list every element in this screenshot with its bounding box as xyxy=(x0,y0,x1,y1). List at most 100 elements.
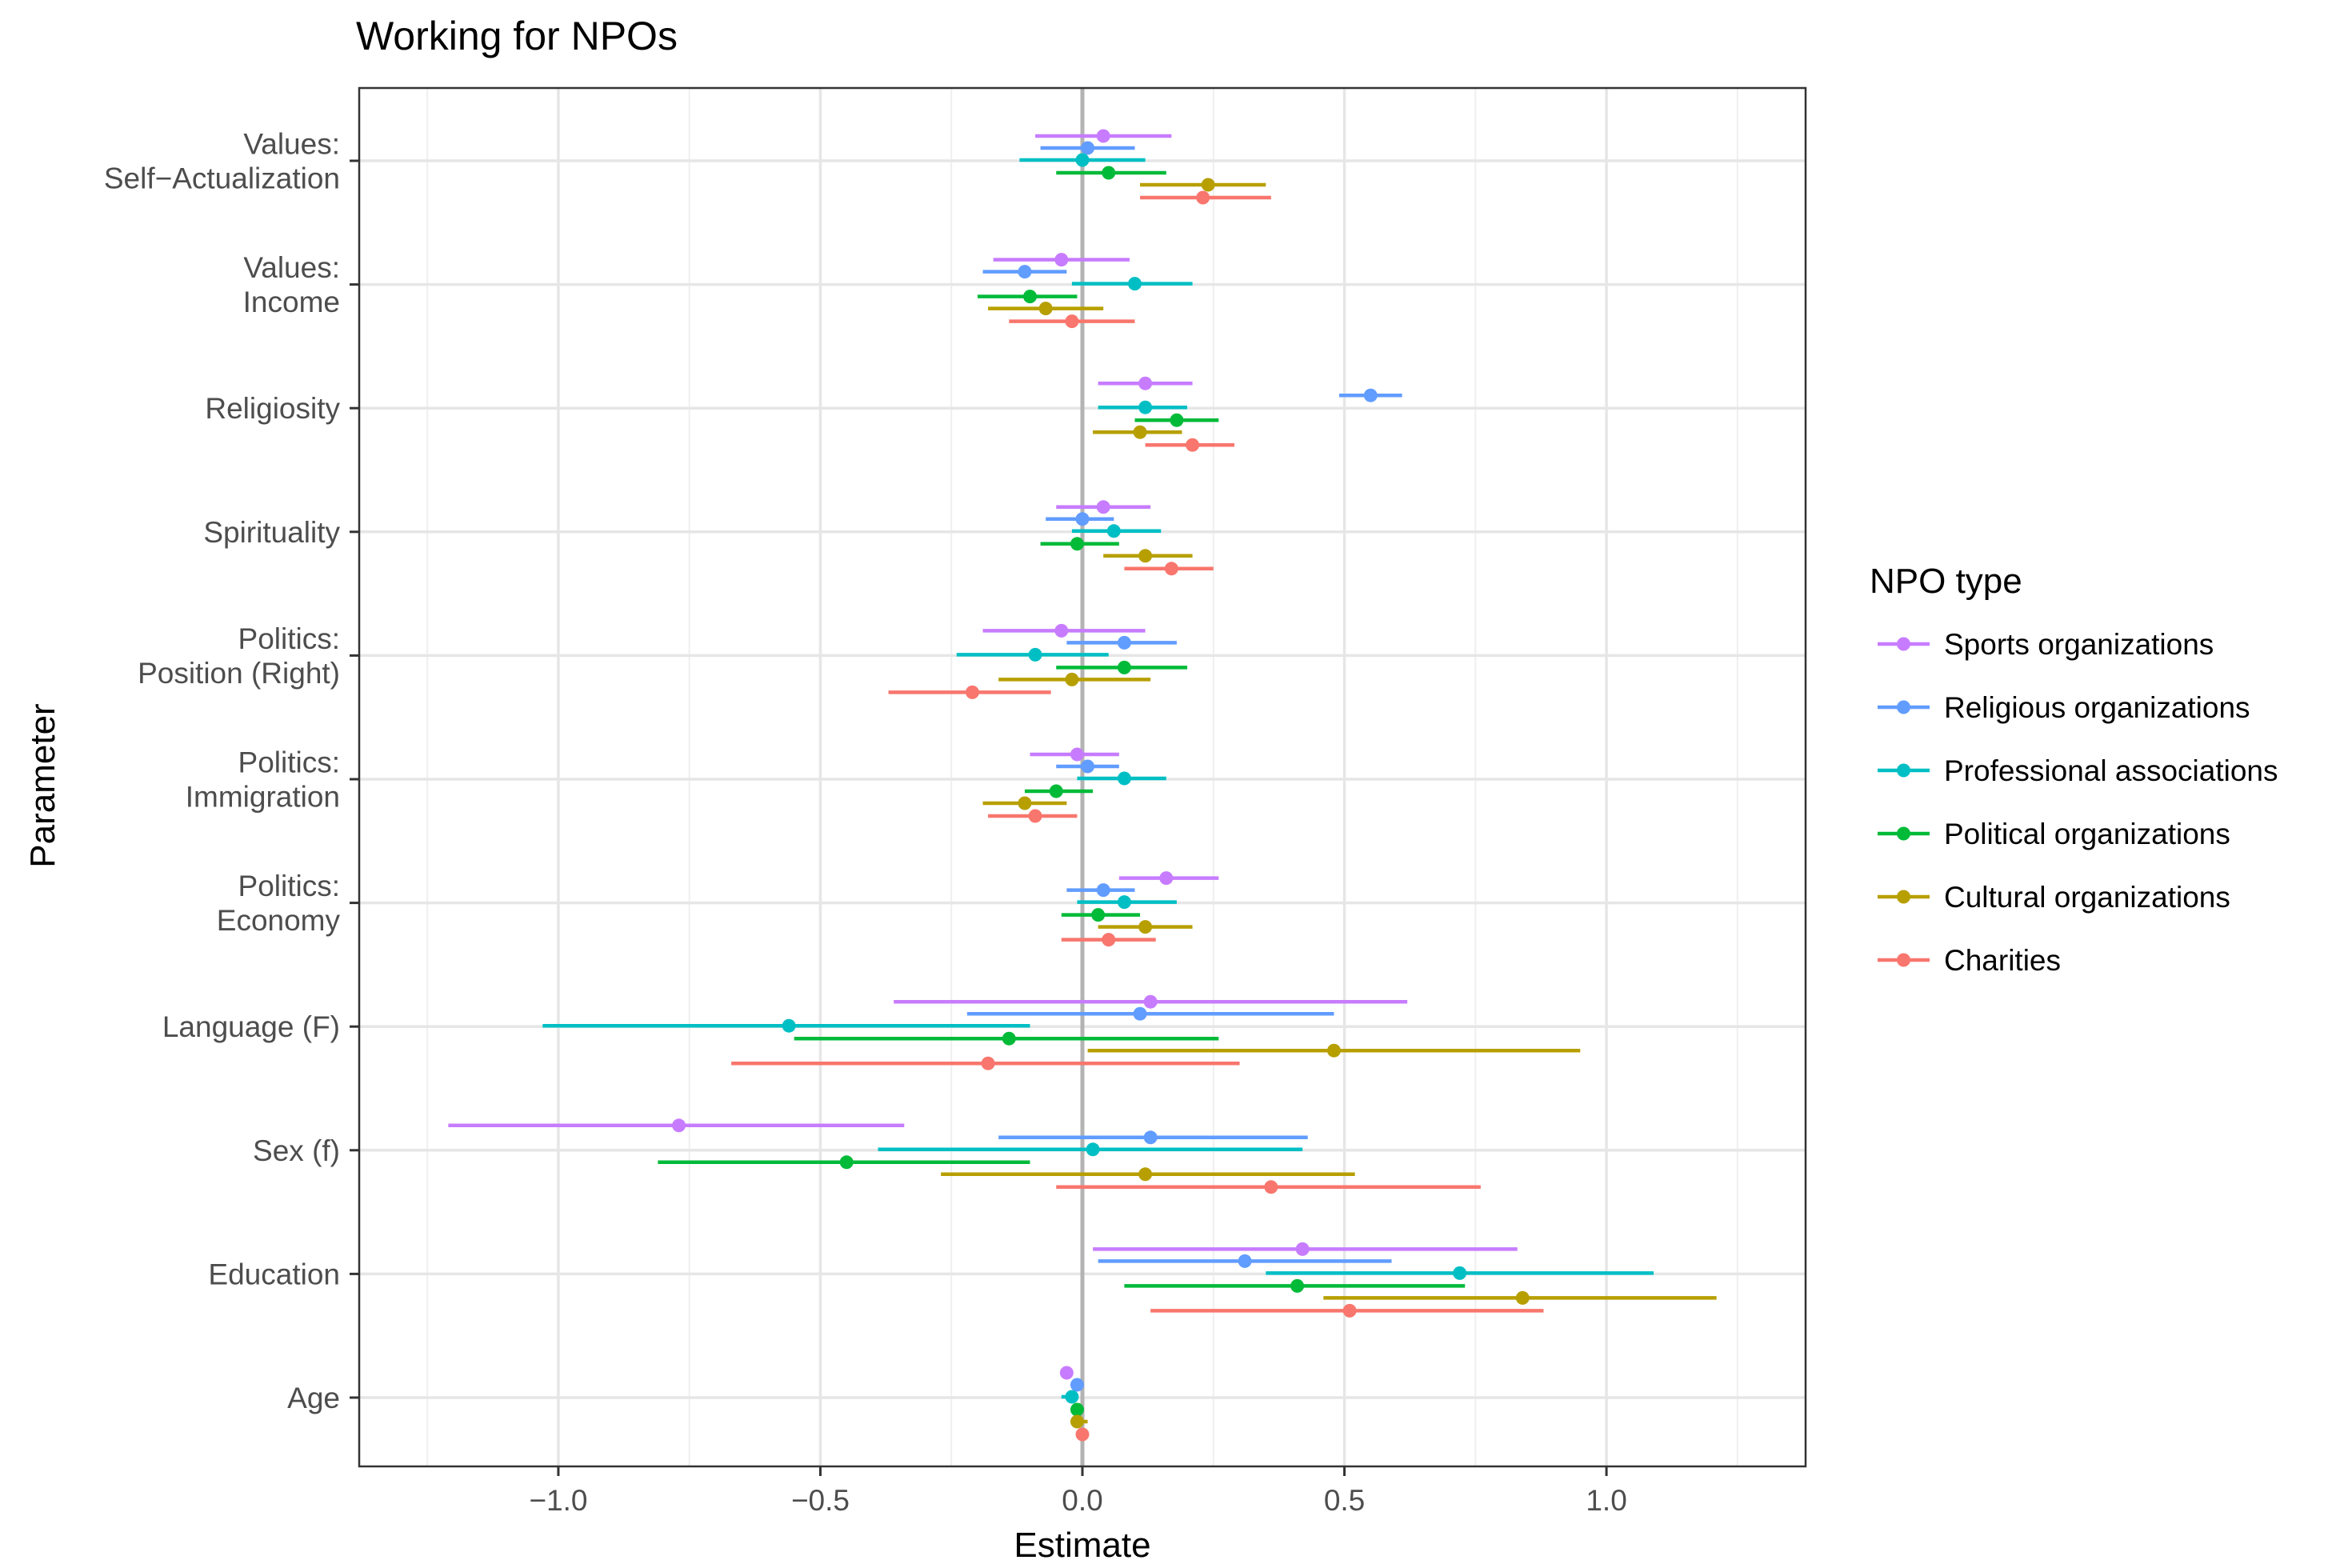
legend-item-cultural-organizations: Cultural organizations xyxy=(1878,881,2230,914)
point-estimate xyxy=(1054,623,1069,638)
point-estimate xyxy=(1133,1006,1147,1021)
point-estimate xyxy=(1117,660,1131,674)
point-estimate xyxy=(1186,438,1200,452)
point-estimate xyxy=(1143,994,1158,1009)
point-estimate xyxy=(1086,1142,1100,1157)
y-tick-label: Self−Actualization xyxy=(104,162,340,195)
point-estimate xyxy=(1117,895,1131,910)
legend-item-professional-associations: Professional associations xyxy=(1878,754,2278,787)
x-tick-label: −1.0 xyxy=(529,1484,587,1517)
point-estimate xyxy=(1081,759,1095,774)
y-tick-label: Education xyxy=(208,1258,340,1290)
legend-key-point xyxy=(1897,826,1910,841)
point-estimate xyxy=(1133,425,1147,439)
legend-key-point xyxy=(1897,700,1910,714)
point-estimate xyxy=(1002,1031,1016,1046)
point-estimate xyxy=(1070,1402,1084,1417)
legend-label: Charities xyxy=(1944,944,2061,977)
point-estimate xyxy=(1264,1180,1278,1194)
point-estimate xyxy=(1196,190,1210,205)
point-estimate xyxy=(1102,166,1116,180)
legend-key-point xyxy=(1897,637,1910,651)
series-political-organizations xyxy=(658,166,1466,1417)
point-estimate xyxy=(1059,1366,1074,1380)
legend-item-religious-organizations: Religious organizations xyxy=(1878,691,2250,724)
legend-label: Religious organizations xyxy=(1944,691,2250,724)
legend-title: NPO type xyxy=(1870,562,2022,601)
point-estimate xyxy=(1018,796,1032,810)
point-estimate xyxy=(1070,1414,1084,1429)
point-estimate xyxy=(1075,1427,1090,1442)
point-estimate xyxy=(1038,302,1053,316)
point-estimate xyxy=(1096,883,1110,898)
point-estimate xyxy=(1117,635,1131,650)
x-axis: −1.0 −0.5 0.0 0.5 1.0 xyxy=(529,1466,1627,1517)
point-estimate xyxy=(672,1118,686,1133)
point-estimate xyxy=(1070,747,1084,762)
point-estimate xyxy=(1102,933,1116,947)
legend-key-point xyxy=(1897,890,1910,904)
y-tick-label: Values: xyxy=(243,251,340,284)
series-religious-organizations xyxy=(966,141,1402,1392)
point-estimate xyxy=(1081,141,1095,155)
y-tick-label: Economy xyxy=(217,904,341,937)
point-estimate xyxy=(1143,1130,1158,1145)
point-estimate xyxy=(1091,908,1106,922)
y-tick-label: Politics: xyxy=(238,622,340,655)
y-tick-label: Age xyxy=(287,1382,340,1414)
y-tick-label: Religiosity xyxy=(205,392,340,425)
series-cultural-organizations xyxy=(941,178,1717,1429)
point-estimate xyxy=(1028,809,1042,823)
series-charities xyxy=(731,190,1544,1442)
series-professional-associations xyxy=(542,153,1654,1404)
legend-label: Political organizations xyxy=(1944,818,2230,850)
point-estimate xyxy=(1028,647,1042,662)
point-estimate xyxy=(1049,784,1063,798)
point-estimate xyxy=(1018,265,1032,279)
x-axis-label: Estimate xyxy=(1014,1526,1150,1565)
x-tick-label: 0.0 xyxy=(1062,1484,1102,1517)
point-estimate xyxy=(1326,1043,1341,1058)
point-estimate xyxy=(1170,413,1184,427)
legend-label: Cultural organizations xyxy=(1944,881,2230,914)
point-estimate xyxy=(1138,1167,1153,1182)
y-tick-label: Income xyxy=(243,286,340,318)
point-estimate xyxy=(1342,1303,1357,1318)
point-estimate xyxy=(1096,500,1110,514)
point-estimate xyxy=(1159,871,1174,886)
y-tick-label: Sex (f) xyxy=(253,1134,340,1167)
y-tick-label: Politics: xyxy=(238,870,340,902)
point-estimate xyxy=(1138,549,1153,563)
point-estimate xyxy=(1117,771,1131,786)
point-estimate xyxy=(1290,1278,1305,1293)
series-sports-organizations xyxy=(448,129,1518,1380)
point-estimate xyxy=(1022,290,1037,304)
legend-label: Professional associations xyxy=(1944,754,2278,787)
y-tick-label: Position (Right) xyxy=(138,657,340,690)
point-estimate xyxy=(1138,920,1153,934)
y-tick-label: Politics: xyxy=(238,746,340,779)
x-tick-label: −0.5 xyxy=(791,1484,850,1517)
legend-item-political-organizations: Political organizations xyxy=(1878,818,2230,850)
point-estimate xyxy=(1201,178,1215,192)
point-estimate xyxy=(1138,376,1153,390)
point-estimate xyxy=(1453,1266,1467,1280)
point-estimate xyxy=(1238,1254,1252,1268)
x-tick-label: 0.5 xyxy=(1324,1484,1365,1517)
point-estimate xyxy=(1054,253,1069,267)
point-estimate xyxy=(1065,1390,1079,1404)
point-estimate xyxy=(1075,512,1090,526)
legend-item-sports-organizations: Sports organizations xyxy=(1878,628,2214,661)
legend-label: Sports organizations xyxy=(1944,628,2214,661)
point-estimate xyxy=(1106,524,1121,538)
point-estimate xyxy=(1363,388,1378,402)
legend: NPO type Sports organizations Religious o… xyxy=(1870,562,2278,977)
point-estimate xyxy=(1138,400,1153,414)
y-axis: Values:Self−ActualizationValues:IncomeRe… xyxy=(104,128,359,1414)
point-estimate xyxy=(1070,537,1084,551)
y-tick-label: Immigration xyxy=(186,781,340,814)
point-estimate xyxy=(1065,314,1079,329)
series-marks xyxy=(448,129,1717,1442)
point-estimate xyxy=(1075,153,1090,167)
